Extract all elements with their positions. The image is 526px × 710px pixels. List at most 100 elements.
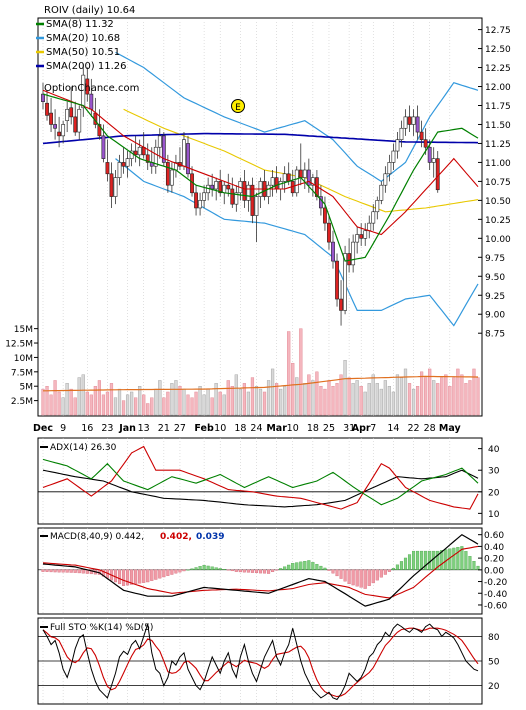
candle-body xyxy=(101,135,106,159)
candle-body xyxy=(355,234,360,243)
candle-body xyxy=(347,253,352,266)
macd-histogram-bar xyxy=(117,569,122,585)
macd-histogram-bar xyxy=(130,569,134,585)
candle-body xyxy=(89,93,94,110)
macd-y-tick-label: 0.00 xyxy=(484,566,504,576)
candle-body xyxy=(375,200,380,213)
candle-body xyxy=(339,298,343,311)
macd-histogram-bar xyxy=(460,546,464,570)
macd-histogram-bar xyxy=(45,569,49,572)
macd-histogram-bar xyxy=(303,561,307,570)
macd-histogram-bar xyxy=(158,569,162,579)
volume-bar xyxy=(57,391,61,416)
macd-histogram-bar xyxy=(202,564,206,570)
volume-bar xyxy=(420,371,424,416)
volume-bar xyxy=(162,397,166,416)
macd-histogram-bar xyxy=(69,569,73,573)
volume-bar xyxy=(359,386,363,416)
candle xyxy=(270,170,275,197)
volume-bar xyxy=(109,383,114,416)
macd-histogram-bar xyxy=(327,569,331,571)
price-y-tick-label: 10.75 xyxy=(485,178,511,188)
volume-bar xyxy=(190,397,194,416)
macd-histogram-bar xyxy=(468,556,472,570)
macd-histogram-bar xyxy=(436,550,440,570)
macd-histogram-bar xyxy=(331,569,335,574)
candle xyxy=(109,162,114,208)
candle xyxy=(198,192,202,216)
candle xyxy=(105,139,110,182)
candle-body xyxy=(310,177,315,186)
volume-bar xyxy=(351,383,355,416)
candle xyxy=(343,245,347,315)
macd-histogram-bar xyxy=(182,569,186,572)
volume-bar xyxy=(331,386,335,416)
volume-bar xyxy=(77,377,81,416)
volume-bar xyxy=(226,380,230,416)
candle xyxy=(165,154,170,193)
x-tick-label: Feb xyxy=(194,423,214,434)
candle xyxy=(411,109,416,136)
volume-y-tick-label: 2.5M xyxy=(11,397,33,407)
candle-body xyxy=(61,124,66,137)
candle-body xyxy=(379,184,384,201)
candle-body xyxy=(85,78,90,95)
x-tick-label: 31 xyxy=(343,423,355,434)
candle-body xyxy=(137,146,142,156)
candle-body xyxy=(415,116,420,133)
candle-body xyxy=(222,184,227,194)
candle-body xyxy=(242,181,247,201)
candle xyxy=(202,185,207,208)
volume-bar xyxy=(387,386,391,416)
volume-bar xyxy=(383,380,387,416)
macd-histogram-bar xyxy=(472,561,476,570)
macd-histogram-bar xyxy=(403,557,408,570)
volume-bar xyxy=(178,386,182,416)
candle-body xyxy=(45,102,49,116)
candle-body xyxy=(161,135,166,163)
candle-body xyxy=(306,169,311,186)
macd-y-tick-label: 0.20 xyxy=(484,555,504,565)
macd-histogram-bar xyxy=(198,566,202,570)
legend-label: SMA(200) 11.26 xyxy=(46,61,127,72)
volume-bar xyxy=(363,391,367,416)
macd-histogram-bar xyxy=(138,569,142,584)
macd-histogram-bar xyxy=(420,550,424,570)
candle-body xyxy=(218,181,223,194)
volume-bar xyxy=(407,383,412,416)
volume-bar xyxy=(343,360,347,416)
volume-bar xyxy=(214,383,218,416)
candle-body xyxy=(133,150,138,156)
candle-body xyxy=(351,241,356,266)
adx-y-tick-label: 20 xyxy=(488,488,500,498)
macd-histogram-bar xyxy=(262,569,267,574)
x-tick-label: 10 xyxy=(287,423,299,434)
macd-histogram-bar xyxy=(440,550,444,570)
candle xyxy=(194,185,198,216)
candle-body xyxy=(169,169,174,186)
macd-histogram-bar xyxy=(186,569,190,571)
x-tick-label: 24 xyxy=(250,423,262,434)
candle-body xyxy=(431,158,436,163)
macd-histogram-bar xyxy=(81,569,85,574)
volume-y-tick-label: 10M xyxy=(14,354,33,364)
candle xyxy=(145,143,150,171)
candle xyxy=(61,120,66,144)
macd-histogram-bar xyxy=(343,569,347,582)
candle-body xyxy=(407,116,412,125)
sto-y-tick-label: 20 xyxy=(488,682,500,692)
candle xyxy=(169,162,174,193)
candle-body xyxy=(113,177,118,197)
volume-bar xyxy=(262,391,267,416)
volume-bar xyxy=(93,386,97,416)
earnings-marker: E xyxy=(231,99,245,113)
price-title: ROIV (daily) 10.64 xyxy=(44,5,135,16)
macd-histogram-bar xyxy=(371,569,375,584)
volume-bar xyxy=(395,374,400,416)
candle-body xyxy=(331,241,335,262)
volume-bar xyxy=(45,386,49,416)
candle xyxy=(375,196,380,220)
candle xyxy=(347,238,352,273)
